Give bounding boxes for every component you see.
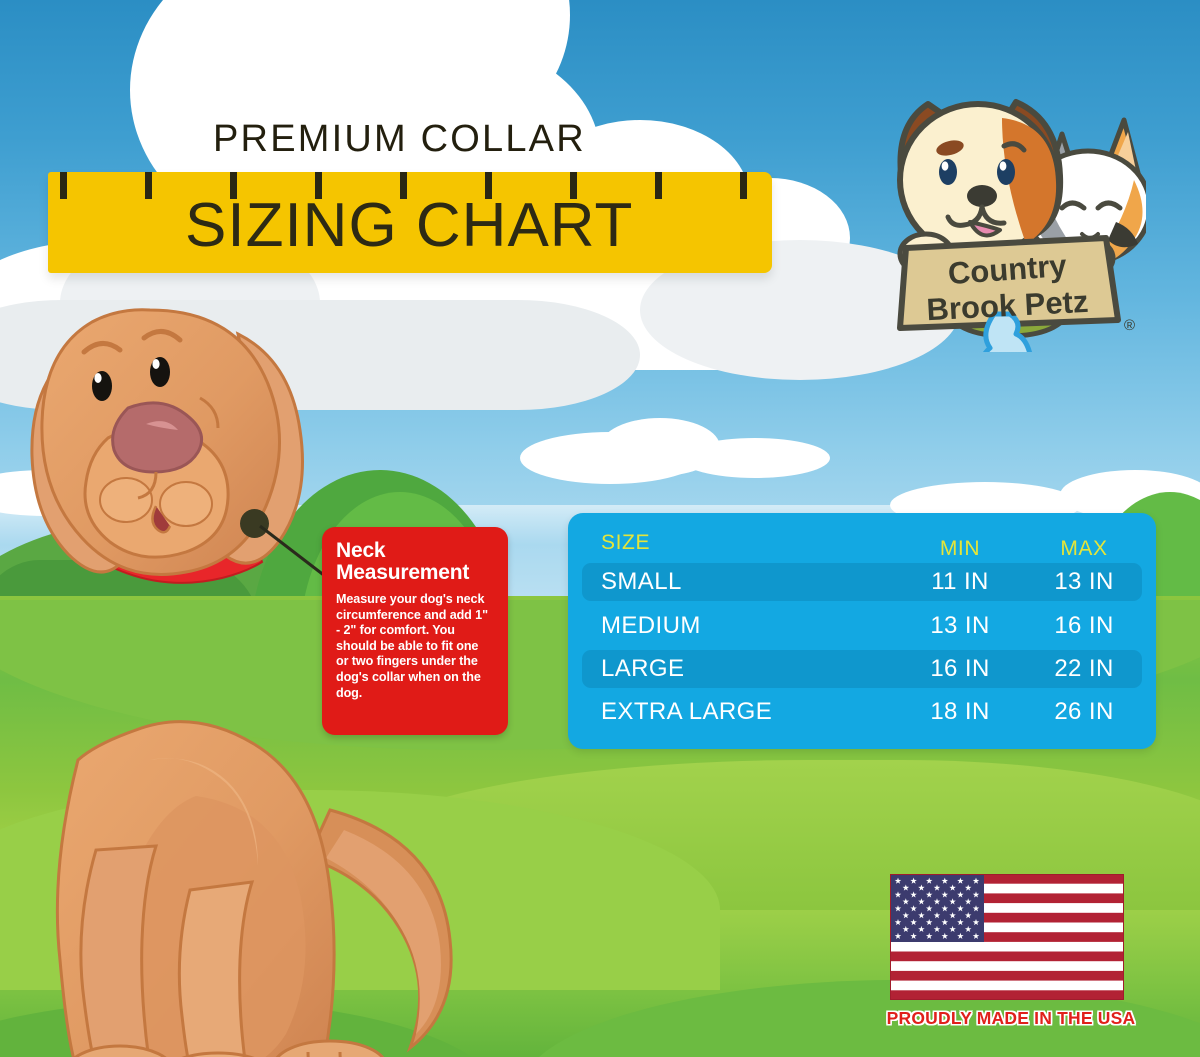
table-row[interactable]: EXTRA LARGE 18 IN 26 IN	[582, 693, 1142, 731]
page-title: SIZING CHART	[185, 191, 634, 260]
callout-title-line1: Neck	[336, 539, 386, 562]
dog-front-leg-right	[177, 880, 255, 1057]
cell-min: 11 IN	[931, 568, 989, 595]
ruler-tick	[485, 172, 492, 199]
cell-min: 18 IN	[930, 698, 990, 725]
neck-measurement-callout: Neck Measurement Measure your dog's neck…	[322, 527, 508, 735]
ruler-tick	[145, 172, 152, 199]
cell-max: 26 IN	[1054, 698, 1114, 725]
cell-size: EXTRA LARGE	[601, 698, 773, 725]
ruler-tick	[740, 172, 747, 199]
cell-size: MEDIUM	[601, 612, 701, 639]
cell-max: 13 IN	[1054, 568, 1114, 595]
dog-tail	[305, 808, 453, 1053]
page-eyebrow-title: PREMIUM COLLAR	[213, 118, 586, 160]
dog-paws	[73, 1039, 385, 1057]
made-in-usa-label: PROUDLY MADE IN THE USA	[886, 1008, 1136, 1028]
column-header-min: MIN	[939, 537, 981, 560]
registered-mark-icon: ®	[1124, 317, 1135, 334]
ruler-tick	[230, 172, 237, 199]
neck-pointer-dot	[240, 509, 269, 538]
dog-brow-right	[141, 329, 183, 343]
callout-title: Neck Measurement	[336, 540, 494, 584]
ruler-banner	[48, 172, 772, 273]
dog-front-leg-left	[79, 844, 159, 1057]
ruler-tick	[570, 172, 577, 199]
cell-min: 16 IN	[930, 655, 990, 682]
column-header-max: MAX	[1060, 537, 1108, 560]
ruler-tick	[60, 172, 67, 199]
cell-size: SMALL	[601, 568, 682, 595]
table-header-row: SIZE MIN MAX	[582, 530, 1142, 568]
brand-logo[interactable]: Country Brook Petz ®	[866, 62, 1153, 381]
ruler-tick	[655, 172, 662, 199]
cell-max: 22 IN	[1054, 655, 1114, 682]
cell-min: 13 IN	[930, 612, 990, 639]
table-row[interactable]: SMALL 11 IN 13 IN	[582, 563, 1142, 601]
dog-brow-left	[81, 341, 123, 355]
cloud-small	[680, 438, 830, 478]
logo-line2: Brook Petz	[926, 284, 1090, 327]
sizing-table: SIZE MIN MAX SMALL 11 IN 13 IN MEDIUM 13…	[568, 513, 1156, 749]
cell-size: LARGE	[601, 655, 685, 682]
dog-illustration	[0, 290, 470, 1057]
column-header-size: SIZE	[601, 531, 651, 554]
ruler-tick	[315, 172, 322, 199]
usa-flag-icon	[889, 873, 1125, 1001]
table-row[interactable]: LARGE 16 IN 22 IN	[582, 650, 1142, 688]
dog-nose	[111, 401, 204, 474]
ruler-tick	[400, 172, 407, 199]
logo-line1: Country	[947, 248, 1069, 291]
callout-title-line2: Measurement	[336, 561, 470, 584]
callout-body: Measure your dog's neck circumference an…	[336, 592, 488, 700]
cell-max: 16 IN	[1054, 612, 1114, 639]
table-row[interactable]: MEDIUM 13 IN 16 IN	[582, 607, 1142, 645]
dog-face-icon	[897, 99, 1064, 259]
